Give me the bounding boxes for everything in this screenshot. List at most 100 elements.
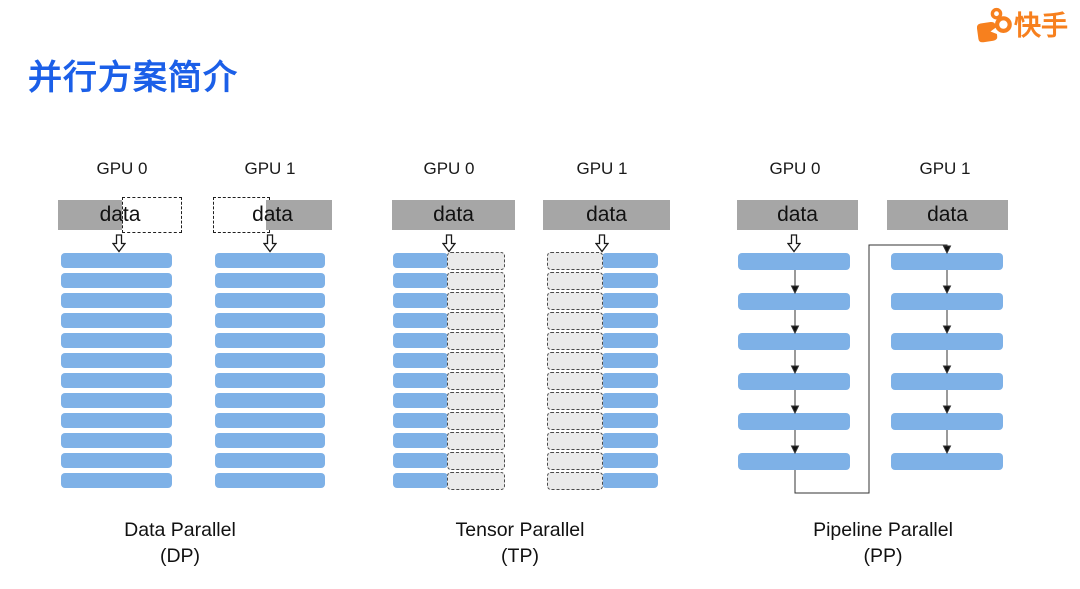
layer-shard-remote bbox=[547, 471, 603, 490]
layer-bar bbox=[215, 393, 325, 408]
layer-shard-local bbox=[393, 333, 448, 348]
layer-row bbox=[393, 471, 505, 490]
layer-shard-local bbox=[602, 293, 658, 308]
layer-row bbox=[393, 351, 505, 370]
layer-row bbox=[393, 331, 505, 350]
layer-shard-remote bbox=[547, 391, 603, 410]
layer-row bbox=[547, 371, 658, 390]
section-label-line1: Pipeline Parallel bbox=[813, 519, 953, 541]
layer-bar bbox=[215, 333, 325, 348]
layer-shard-local bbox=[393, 413, 448, 428]
layer-shard-remote bbox=[547, 371, 603, 390]
data-box-label: data bbox=[99, 203, 141, 226]
layer-bar bbox=[215, 313, 325, 328]
layer-shard-local bbox=[393, 273, 448, 288]
down-arrow-icon bbox=[263, 234, 277, 253]
layer-row bbox=[547, 451, 658, 470]
section-label-pp: Pipeline Parallel (PP) bbox=[763, 517, 1003, 569]
section-label-line2: (PP) bbox=[863, 545, 903, 567]
layer-bar bbox=[61, 313, 172, 328]
layer-shard-local bbox=[602, 373, 658, 388]
layer-shard-remote bbox=[447, 271, 505, 290]
layer-bar bbox=[61, 433, 172, 448]
layer-bar bbox=[215, 373, 325, 388]
down-arrow-icon bbox=[787, 234, 801, 253]
data-box: data bbox=[543, 200, 670, 230]
layer-row bbox=[393, 411, 505, 430]
layer-shard-local bbox=[602, 253, 658, 268]
layer-shard-local bbox=[602, 473, 658, 488]
gpu-label-tp-0: GPU 0 bbox=[423, 159, 475, 178]
layer-shard-remote bbox=[547, 251, 603, 270]
layer-bar bbox=[61, 333, 172, 348]
layer-shard-remote bbox=[547, 271, 603, 290]
layer-bar bbox=[61, 253, 172, 268]
page-title: 并行方案简介 bbox=[28, 59, 238, 97]
layer-shard-local bbox=[602, 453, 658, 468]
layer-bar bbox=[738, 333, 850, 350]
gpu-label-dp-1: GPU 1 bbox=[244, 159, 296, 178]
layer-shard-local bbox=[602, 333, 658, 348]
layer-bar bbox=[61, 373, 172, 388]
layer-stack-pp-1 bbox=[891, 253, 1003, 470]
layer-bar bbox=[891, 453, 1003, 470]
layer-row bbox=[393, 451, 505, 470]
gpu-label-tp-1: GPU 1 bbox=[576, 159, 628, 178]
layer-shard-local bbox=[393, 433, 448, 448]
layer-row bbox=[547, 271, 658, 290]
layer-stack-tp-1 bbox=[547, 251, 658, 490]
layer-bar bbox=[738, 253, 850, 270]
pipeline-loop-connector bbox=[794, 244, 948, 494]
layer-bar bbox=[738, 453, 850, 470]
camera-body bbox=[976, 21, 998, 43]
layer-bar bbox=[215, 273, 325, 288]
down-arrow-icon bbox=[442, 234, 456, 253]
layer-shard-local bbox=[602, 313, 658, 328]
layer-bar bbox=[61, 453, 172, 468]
layer-bar bbox=[215, 413, 325, 428]
layer-row bbox=[547, 311, 658, 330]
film-reel-small bbox=[990, 7, 1003, 20]
layer-shard-local bbox=[393, 453, 448, 468]
layer-bar bbox=[61, 353, 172, 368]
layer-bar bbox=[61, 413, 172, 428]
layer-row bbox=[547, 331, 658, 350]
layer-shard-local bbox=[602, 273, 658, 288]
kuaishou-camera-icon bbox=[976, 7, 1012, 43]
data-box: data bbox=[737, 200, 858, 230]
layer-row bbox=[547, 431, 658, 450]
section-label-line2: (TP) bbox=[501, 545, 539, 567]
layer-row bbox=[547, 411, 658, 430]
layer-bar bbox=[891, 253, 1003, 270]
layer-shard-local bbox=[393, 393, 448, 408]
layer-shard-remote bbox=[447, 251, 505, 270]
layer-bar bbox=[891, 413, 1003, 430]
layer-shard-remote bbox=[447, 311, 505, 330]
layer-shard-remote bbox=[447, 411, 505, 430]
layer-bar bbox=[738, 373, 850, 390]
layer-shard-remote bbox=[547, 411, 603, 430]
layer-bar bbox=[61, 393, 172, 408]
pipeline-flow-arrows bbox=[790, 244, 952, 494]
layer-bar bbox=[215, 293, 325, 308]
layer-shard-local bbox=[602, 433, 658, 448]
layer-stack-pp-0 bbox=[738, 253, 850, 470]
layer-bar bbox=[61, 293, 172, 308]
layer-bar bbox=[215, 253, 325, 268]
layer-shard-local bbox=[393, 353, 448, 368]
section-label-dp: Data Parallel (DP) bbox=[60, 517, 300, 569]
layer-row bbox=[547, 471, 658, 490]
layer-bar bbox=[61, 273, 172, 288]
layer-row bbox=[547, 291, 658, 310]
data-box-dashed-half bbox=[122, 197, 182, 233]
layer-shard-remote bbox=[547, 291, 603, 310]
layer-shard-local bbox=[602, 353, 658, 368]
film-reel-large bbox=[994, 16, 1012, 34]
section-label-line1: Data Parallel bbox=[124, 519, 236, 541]
kuaishou-logo: 快手 bbox=[976, 7, 1068, 45]
layer-shard-remote bbox=[547, 431, 603, 450]
layer-row bbox=[393, 311, 505, 330]
layer-row bbox=[393, 391, 505, 410]
layer-shard-remote bbox=[547, 351, 603, 370]
layer-row bbox=[547, 251, 658, 270]
